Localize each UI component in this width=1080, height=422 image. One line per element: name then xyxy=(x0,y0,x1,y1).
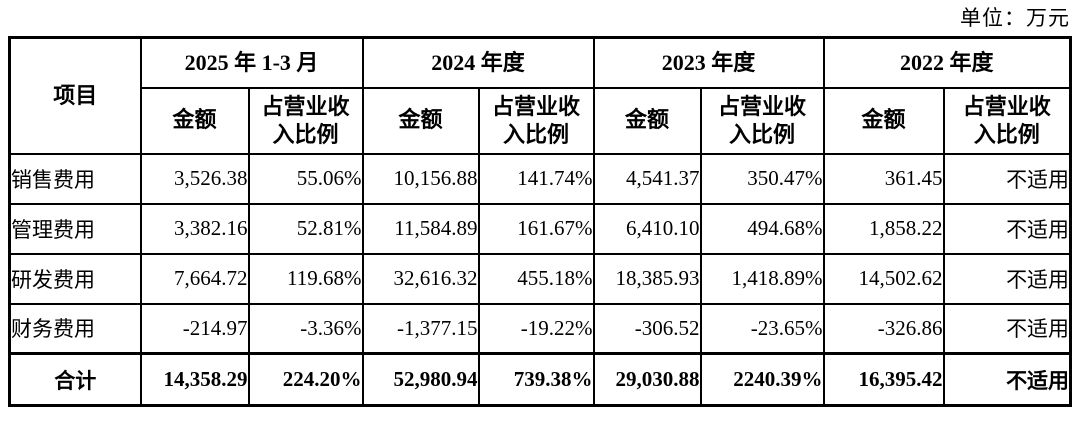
table-row-admin-expense: 管理费用 3,382.16 52.81% 11,584.89 161.67% 6… xyxy=(8,202,1072,255)
amount-cell: 361.45 xyxy=(822,152,945,205)
ratio-header-2023: 占营业收入比例 xyxy=(699,86,825,155)
period-header-2023: 2023 年度 xyxy=(592,36,825,89)
amount-cell: 3,526.38 xyxy=(139,152,250,205)
amount-cell: 14,502.62 xyxy=(822,252,945,305)
ratio-header-2025: 占营业收入比例 xyxy=(247,86,364,155)
amount-cell: 6,410.10 xyxy=(592,202,702,255)
amount-cell: 3,382.16 xyxy=(139,202,250,255)
table-row-total: 合计 14,358.29 224.20% 52,980.94 739.38% 2… xyxy=(8,352,1072,407)
ratio-header-2024: 占营业收入比例 xyxy=(477,86,595,155)
amount-cell: -1,377.15 xyxy=(361,302,480,355)
amount-cell: 52,980.94 xyxy=(361,352,480,407)
amount-cell: 10,156.88 xyxy=(361,152,480,205)
ratio-cell: 119.68% xyxy=(247,252,364,305)
table-row-finance-expense: 财务费用 -214.97 -3.36% -1,377.15 -19.22% -3… xyxy=(8,302,1072,355)
amount-cell: -306.52 xyxy=(592,302,702,355)
period-header-2025: 2025 年 1-3 月 xyxy=(139,36,364,89)
amount-cell: 7,664.72 xyxy=(139,252,250,305)
amount-cell: 4,541.37 xyxy=(592,152,702,205)
ratio-cell: 494.68% xyxy=(699,202,825,255)
ratio-cell: 不适用 xyxy=(942,252,1072,305)
ratio-cell: 141.74% xyxy=(477,152,595,205)
amount-cell: 1,858.22 xyxy=(822,202,945,255)
ratio-cell: 1,418.89% xyxy=(699,252,825,305)
amount-cell: 32,616.32 xyxy=(361,252,480,305)
unit-label: 单位：万元 xyxy=(960,6,1070,30)
amount-cell: 29,030.88 xyxy=(592,352,702,407)
ratio-header-text: 占营业收入比例 xyxy=(261,94,350,147)
ratio-cell: -3.36% xyxy=(247,302,364,355)
table-row-rd-expense: 研发费用 7,664.72 119.68% 32,616.32 455.18% … xyxy=(8,252,1072,305)
ratio-cell: 不适用 xyxy=(942,152,1072,205)
amount-cell: -214.97 xyxy=(139,302,250,355)
ratio-header-text: 占营业收入比例 xyxy=(718,94,807,147)
ratio-header-text: 占营业收入比例 xyxy=(492,94,581,147)
period-header-2022: 2022 年度 xyxy=(822,36,1072,89)
amount-header-2025: 金额 xyxy=(139,86,250,155)
amount-header-2023: 金额 xyxy=(592,86,702,155)
ratio-cell: 350.47% xyxy=(699,152,825,205)
amount-cell: 16,395.42 xyxy=(822,352,945,407)
row-label: 管理费用 xyxy=(8,202,142,255)
ratio-cell: 55.06% xyxy=(247,152,364,205)
ratio-header-2022: 占营业收入比例 xyxy=(942,86,1072,155)
ratio-cell: 不适用 xyxy=(942,302,1072,355)
ratio-cell: 2240.39% xyxy=(699,352,825,407)
ratio-cell: -23.65% xyxy=(699,302,825,355)
amount-header-2024: 金额 xyxy=(361,86,480,155)
total-row-label: 合计 xyxy=(8,352,142,407)
expense-table: 项目 2025 年 1-3 月 2024 年度 2023 年度 2022 年度 … xyxy=(8,36,1073,407)
amount-header-2022: 金额 xyxy=(822,86,945,155)
row-label: 财务费用 xyxy=(8,302,142,355)
ratio-cell: -19.22% xyxy=(477,302,595,355)
amount-cell: 18,385.93 xyxy=(592,252,702,305)
ratio-cell: 161.67% xyxy=(477,202,595,255)
ratio-cell: 52.81% xyxy=(247,202,364,255)
amount-cell: 14,358.29 xyxy=(139,352,250,407)
ratio-cell: 739.38% xyxy=(477,352,595,407)
ratio-header-text: 占营业收入比例 xyxy=(962,94,1051,147)
amount-cell: -326.86 xyxy=(822,302,945,355)
ratio-cell: 455.18% xyxy=(477,252,595,305)
period-header-2024: 2024 年度 xyxy=(361,36,595,89)
amount-cell: 11,584.89 xyxy=(361,202,480,255)
row-label: 销售费用 xyxy=(8,152,142,205)
ratio-cell: 224.20% xyxy=(247,352,364,407)
item-column-header: 项目 xyxy=(8,36,142,155)
ratio-cell: 不适用 xyxy=(942,202,1072,255)
row-label: 研发费用 xyxy=(8,252,142,305)
table-row-sales-expense: 销售费用 3,526.38 55.06% 10,156.88 141.74% 4… xyxy=(8,152,1072,205)
ratio-cell: 不适用 xyxy=(942,352,1072,407)
